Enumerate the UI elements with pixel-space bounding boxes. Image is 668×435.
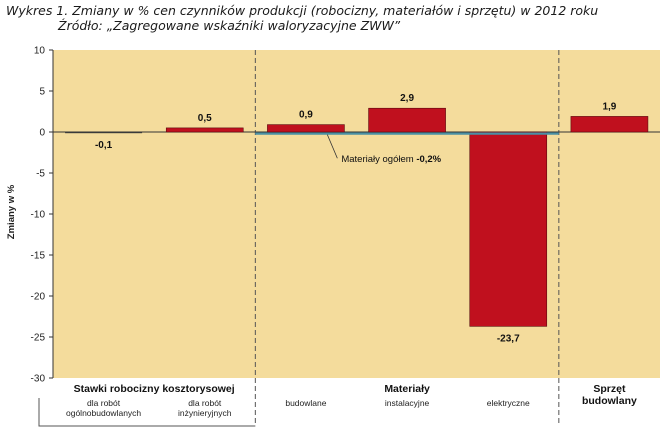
group-label: budowlany xyxy=(582,395,637,407)
y-axis-title: Zmiany w % xyxy=(6,184,17,239)
y-tick-label: -5 xyxy=(36,169,45,180)
category-label: dla robót xyxy=(188,398,222,408)
bar-3 xyxy=(267,124,345,133)
category-label: dla robót xyxy=(87,398,121,408)
y-tick-label: 10 xyxy=(34,46,46,57)
y-tick-label: -10 xyxy=(31,210,46,221)
group-label: Sprzęt xyxy=(593,383,626,395)
group-label: Materiały xyxy=(384,383,430,395)
value-label: 1,9 xyxy=(602,101,616,112)
y-tick-label: -30 xyxy=(31,374,46,385)
category-label: ogólnobudowlanych xyxy=(66,408,141,418)
category-label: instalacyjne xyxy=(385,398,430,408)
chart-title: Wykres 1. Zmiany w % cen czynników produ… xyxy=(6,3,662,33)
bar-1 xyxy=(65,132,143,134)
reference-callout-leader xyxy=(326,134,338,159)
category-label: inżynieryjnych xyxy=(178,408,232,418)
title-line: Wykres 1. Zmiany w % cen czynników produ… xyxy=(6,3,599,18)
bar-4 xyxy=(368,107,446,133)
bar-2 xyxy=(165,127,244,133)
value-label: 2,9 xyxy=(400,93,414,104)
value-label: -23,7 xyxy=(497,333,520,344)
y-tick-label: -20 xyxy=(31,292,46,303)
y-tick-label: 0 xyxy=(39,128,45,139)
y-tick-label: -25 xyxy=(31,333,46,344)
plot-background xyxy=(53,50,660,378)
category-label: elektryczne xyxy=(487,398,530,408)
y-tick-label: 5 xyxy=(39,87,45,98)
category-label: budowlane xyxy=(285,398,326,408)
bar-6 xyxy=(570,116,649,133)
group-bracket xyxy=(38,398,256,427)
value-label: 0,9 xyxy=(299,110,313,121)
bar-5 xyxy=(469,131,548,327)
reference-label: Materiały ogółem -0,2% xyxy=(341,154,441,165)
y-tick-label: -15 xyxy=(31,251,46,262)
value-label: -0,1 xyxy=(95,140,113,151)
group-label: Stawki robocizny kosztorysowej xyxy=(74,383,235,395)
source-line: Źródło: „Zagregowane wskaźniki waloryzac… xyxy=(58,18,401,33)
value-label: 0,5 xyxy=(198,113,212,124)
